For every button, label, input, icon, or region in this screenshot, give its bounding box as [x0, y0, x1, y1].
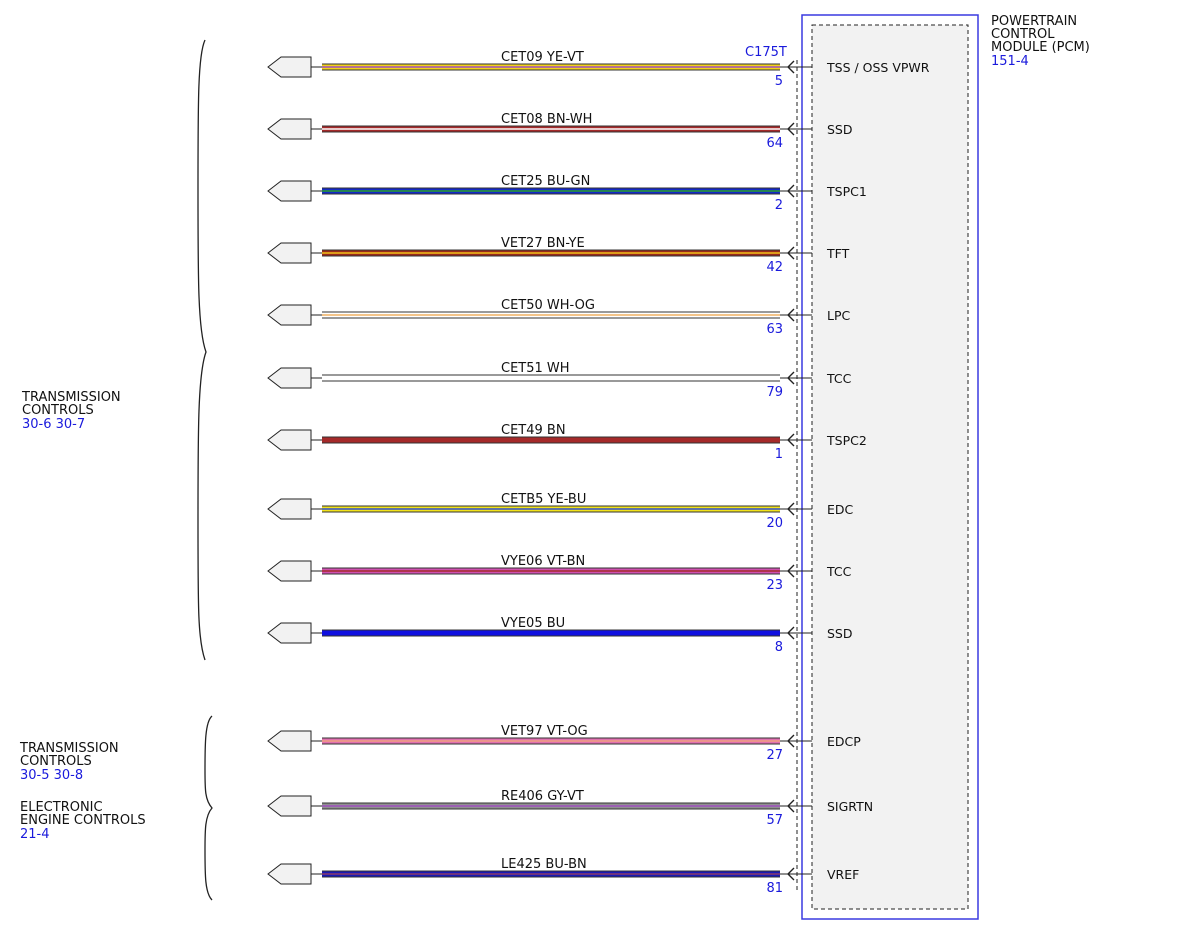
- terminal-connector-icon: [267, 429, 312, 451]
- pin-arrow-icon: [787, 734, 795, 748]
- pin-arrow-icon: [787, 502, 795, 516]
- terminal-connector-icon: [267, 730, 312, 752]
- module-title-line-1: POWERTRAIN: [991, 14, 1077, 29]
- terminal-connector-icon: [267, 622, 312, 644]
- signal-name: TFT: [826, 246, 850, 261]
- wire-circuit-label: CET49 BN: [501, 423, 566, 438]
- terminal-connector-icon: [267, 367, 312, 389]
- signal-name: EDCP: [827, 734, 861, 749]
- wire-vye05: VYE05 BU 8 SSD: [267, 616, 853, 655]
- terminal-connector-icon: [267, 56, 312, 78]
- pin-number: 5: [775, 74, 783, 89]
- wire-circuit-label: CET08 BN-WH: [501, 112, 592, 127]
- wire-cet50: CET50 WH-OG 63 LPC: [267, 298, 851, 337]
- pin-arrow-icon: [787, 564, 795, 578]
- wire-vet97: VET97 VT-OG 27 EDCP: [267, 724, 861, 763]
- brace-upper: [197, 39, 207, 661]
- pin-arrow-icon: [787, 799, 795, 813]
- pin-number: 63: [766, 322, 783, 337]
- pin-number: 2: [775, 198, 783, 213]
- wire-circuit-label: CET51 WH: [501, 361, 570, 376]
- wires-layer: CET09 YE-VT 5 TSS / OSS VPWR CET08 BN-WH 64 S…: [267, 50, 930, 896]
- wire-circuit-label: CET09 YE-VT: [501, 50, 584, 65]
- signal-name: EDC: [827, 502, 854, 517]
- pin-number: 20: [766, 516, 783, 531]
- group-label-transmission-2-line-2: CONTROLS: [20, 754, 92, 769]
- signal-name: LPC: [827, 308, 851, 323]
- wire-cet25: CET25 BU-GN 2 TSPC1: [267, 174, 867, 213]
- terminal-connector-icon: [267, 304, 312, 326]
- terminal-connector-icon: [267, 498, 312, 520]
- wire-cet08: CET08 BN-WH 64 SSD: [267, 112, 853, 151]
- pin-arrow-icon: [787, 184, 795, 198]
- wire-circuit-label: VET97 VT-OG: [501, 724, 588, 739]
- group-ref-engine: 21-4: [20, 827, 50, 842]
- group-label-transmission-2-line-1: TRANSMISSION: [19, 741, 119, 756]
- module-ref: 151-4: [991, 54, 1029, 69]
- pin-arrow-icon: [787, 867, 795, 881]
- signal-name: SIGRTN: [827, 799, 873, 814]
- signal-name: TCC: [826, 371, 852, 386]
- wire-cet51: CET51 WH 79 TCC: [267, 361, 852, 400]
- group-label-transmission-line-2: CONTROLS: [22, 403, 94, 418]
- wire-le425: LE425 BU-BN 81 VREF: [267, 857, 859, 896]
- wire-cet09: CET09 YE-VT 5 TSS / OSS VPWR: [267, 50, 930, 89]
- connector-label: C175T: [745, 45, 787, 60]
- pcm-module-inner: [811, 24, 969, 910]
- terminal-connector-icon: [267, 242, 312, 264]
- terminal-connector-icon: [267, 560, 312, 582]
- pin-arrow-icon: [787, 122, 795, 136]
- signal-name: SSD: [827, 122, 853, 137]
- wire-cetb5: CETB5 YE-BU 20 EDC: [267, 492, 854, 531]
- wire-circuit-label: CETB5 YE-BU: [501, 492, 586, 507]
- terminal-connector-icon: [267, 180, 312, 202]
- signal-name: TCC: [826, 564, 852, 579]
- pin-number: 23: [766, 578, 783, 593]
- group-ref-transmission-2: 30-5 30-8: [20, 768, 83, 783]
- pin-number: 8: [775, 640, 783, 655]
- pin-arrow-icon: [787, 626, 795, 640]
- group-label-transmission-line-1: TRANSMISSION: [21, 390, 121, 405]
- wire-circuit-label: VET27 BN-YE: [501, 236, 585, 251]
- group-label-engine-line-2: ENGINE CONTROLS: [20, 813, 146, 828]
- pin-number: 27: [766, 748, 783, 763]
- wire-vye06: VYE06 VT-BN 23 TCC: [267, 554, 852, 593]
- pin-number: 1: [775, 447, 783, 462]
- terminal-connector-icon: [267, 863, 312, 885]
- wire-circuit-label: VYE06 VT-BN: [501, 554, 585, 569]
- pin-arrow-icon: [787, 60, 795, 74]
- pin-number: 81: [766, 881, 783, 896]
- group-ref-transmission: 30-6 30-7: [22, 417, 85, 432]
- terminal-connector-icon: [267, 118, 312, 140]
- pin-number: 57: [766, 813, 783, 828]
- pin-arrow-icon: [787, 308, 795, 322]
- pin-number: 64: [766, 136, 783, 151]
- wire-circuit-label: CET50 WH-OG: [501, 298, 595, 313]
- brace-lower: [204, 715, 213, 901]
- wire-re406: RE406 GY-VT 57 SIGRTN: [267, 789, 873, 828]
- signal-name: VREF: [827, 867, 859, 882]
- wire-circuit-label: LE425 BU-BN: [501, 857, 587, 872]
- module-title-line-3: MODULE (PCM): [991, 40, 1090, 55]
- pin-number: 79: [766, 385, 783, 400]
- wire-circuit-label: RE406 GY-VT: [501, 789, 584, 804]
- terminal-connector-icon: [267, 795, 312, 817]
- wire-circuit-label: VYE05 BU: [501, 616, 565, 631]
- signal-name: SSD: [827, 626, 853, 641]
- wire-cet49: CET49 BN 1 TSPC2: [267, 423, 867, 462]
- pin-arrow-icon: [787, 371, 795, 385]
- signal-name: TSS / OSS VPWR: [826, 60, 930, 75]
- signal-name: TSPC2: [826, 433, 867, 448]
- pin-number: 42: [766, 260, 783, 275]
- module-title-line-2: CONTROL: [991, 27, 1055, 42]
- wire-vet27: VET27 BN-YE 42 TFT: [267, 236, 850, 275]
- pin-arrow-icon: [787, 246, 795, 260]
- group-label-engine-line-1: ELECTRONIC: [20, 800, 103, 815]
- pin-arrow-icon: [787, 433, 795, 447]
- signal-name: TSPC1: [826, 184, 867, 199]
- wire-circuit-label: CET25 BU-GN: [501, 174, 590, 189]
